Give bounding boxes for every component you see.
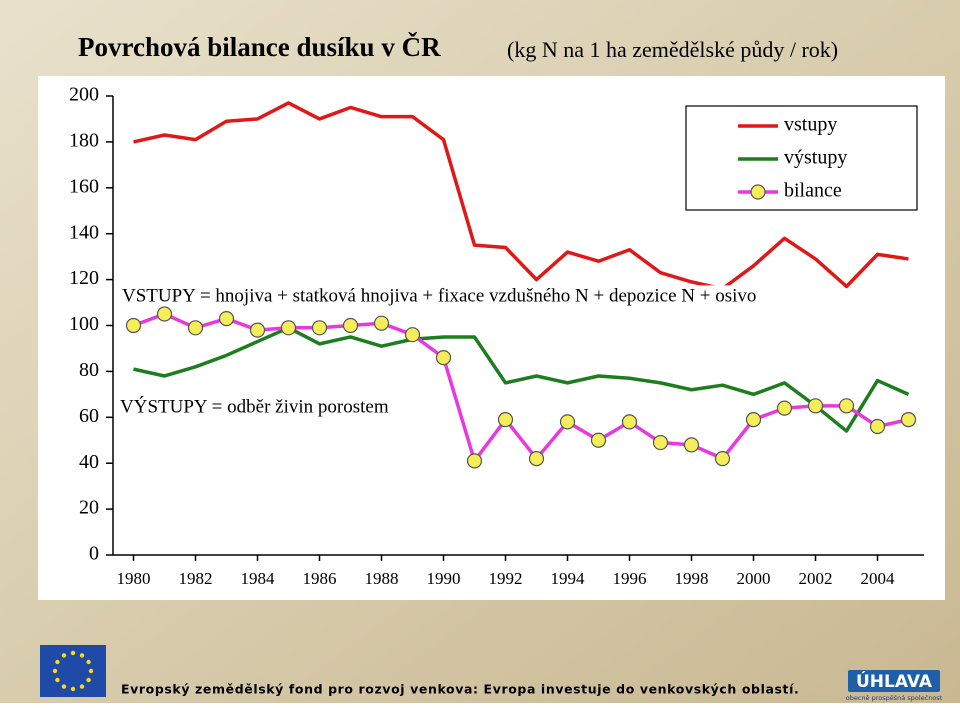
y-tick-label: 200 [69, 84, 99, 106]
data-point [466, 453, 483, 469]
data-point [590, 432, 607, 448]
x-tick-label: 1988 [365, 569, 399, 588]
legend-box [685, 105, 918, 211]
x-tick-label: 1994 [551, 569, 586, 588]
chart-subtitle: (kg N na 1 ha zemědělské půdy / rok) [507, 37, 838, 62]
logo: ÚHLAVA obecně prospěšná společnost [846, 670, 943, 702]
y-tick-label: 160 [69, 175, 99, 197]
data-point [187, 320, 204, 336]
series-line [133, 101, 909, 291]
data-point [745, 411, 762, 428]
data-point [280, 320, 297, 336]
x-tick-label: 1992 [489, 569, 523, 588]
data-point [342, 317, 359, 334]
data-point [900, 411, 917, 428]
data-point [528, 451, 545, 467]
data-point [156, 306, 173, 322]
data-point [497, 411, 514, 428]
data-point [404, 327, 421, 343]
data-point [652, 434, 669, 451]
x-tick-label: 2002 [799, 569, 833, 588]
y-tick-label: 100 [69, 313, 99, 335]
annotation-background [120, 285, 759, 307]
annotation: VÝSTUPY = odběr živin porostem [120, 395, 389, 417]
legend-marker [750, 184, 766, 200]
x-tick-label: 1986 [303, 569, 337, 588]
y-tick-label: 140 [69, 221, 99, 243]
data-point [435, 350, 452, 366]
eu-flag [40, 645, 106, 697]
y-tick-label: 40 [79, 451, 99, 473]
y-tick-label: 0 [89, 543, 99, 565]
y-tick-label: 180 [69, 129, 99, 151]
x-tick-label: 1980 [117, 569, 151, 588]
y-tick-label: 60 [79, 405, 99, 427]
annotation: VSTUPY = hnojiva + statková hnojiva + fi… [122, 285, 756, 306]
legend-label: výstupy [784, 147, 847, 169]
x-tick-label: 2000 [737, 569, 771, 588]
data-point [373, 315, 390, 331]
data-point [776, 400, 793, 416]
data-point [621, 414, 638, 430]
chart-title: Povrchová bilance dusíku v ČR [78, 32, 441, 62]
annotation-background [118, 395, 391, 418]
y-tick-label: 120 [69, 267, 99, 289]
data-point [311, 320, 328, 336]
data-point [218, 311, 235, 327]
x-tick-label: 2004 [861, 569, 896, 588]
plot: 0 20 40 60 80 100 120 140 160 180 200 1980 1982 1984 1… [69, 84, 924, 588]
logo-subtitle: obecně prospěšná společnost [846, 694, 943, 702]
x-tick-label: 1982 [179, 569, 213, 588]
x-tick-label: 1990 [427, 569, 461, 588]
data-point [714, 451, 731, 467]
x-tick-label: 1996 [613, 569, 647, 588]
legend-label: bilance [784, 180, 842, 202]
data-point [125, 317, 142, 334]
y-tick-label: 80 [79, 359, 99, 381]
logo-title: ÚHLAVA [856, 670, 933, 692]
data-point [683, 437, 700, 453]
data-point [869, 418, 886, 435]
y-tick-label: 20 [79, 497, 99, 519]
data-point [249, 322, 266, 338]
footer-text: Evropský zemědělský fond pro rozvoj venk… [121, 682, 799, 697]
data-point [807, 398, 824, 414]
data-point [559, 414, 576, 430]
series-line [133, 326, 910, 433]
x-tick-label: 1984 [241, 569, 276, 588]
x-tick-label: 1998 [675, 569, 709, 588]
legend-label: vstupy [784, 114, 837, 136]
data-point [838, 398, 855, 414]
